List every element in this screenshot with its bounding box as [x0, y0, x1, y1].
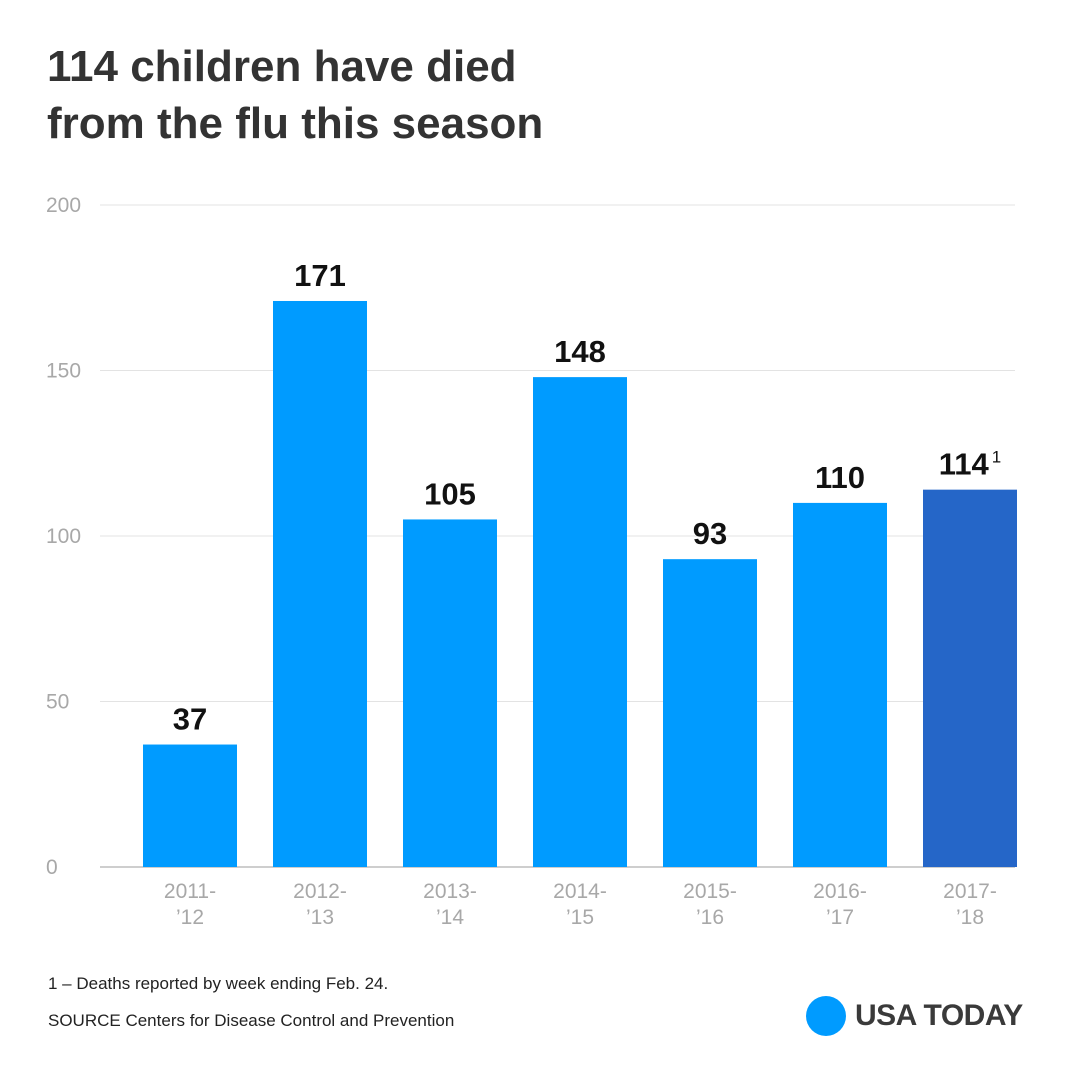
usa-today-logo: USA TODAY — [806, 996, 1023, 1036]
value-label: 110 — [815, 460, 865, 495]
bar — [403, 519, 497, 867]
x-tick-label: 2013- — [423, 880, 477, 903]
y-tick-label: 150 — [46, 360, 81, 383]
y-tick-label: 100 — [46, 525, 81, 548]
bar — [793, 502, 887, 867]
y-tick-label: 0 — [46, 856, 58, 879]
bar — [273, 300, 367, 867]
bar — [143, 744, 237, 867]
x-tick-label: 2011- — [164, 880, 216, 903]
x-tick-label: ’17 — [826, 906, 854, 929]
chart-title-line-1: 114 children have died — [47, 42, 517, 91]
x-tick-label: ’13 — [306, 906, 334, 929]
chart-title-line-2: from the flu this season — [47, 99, 544, 148]
x-tick-label: 2017- — [943, 880, 997, 903]
x-tick-label: ’16 — [696, 906, 724, 929]
y-tick-label: 200 — [46, 194, 81, 217]
y-tick-label: 50 — [46, 691, 69, 714]
value-label: 37 — [173, 702, 207, 737]
value-label-superscript: 1 — [992, 448, 1001, 467]
x-tick-label: 2016- — [813, 880, 867, 903]
value-label: 114 1 — [939, 447, 1001, 482]
logo-circle-icon — [806, 996, 846, 1036]
value-label: 171 — [294, 258, 346, 293]
footnote: 1 – Deaths reported by week ending Feb. … — [48, 974, 389, 993]
value-label: 93 — [693, 516, 727, 551]
bar — [663, 559, 757, 867]
bar — [533, 377, 627, 867]
x-tick-label: ’12 — [176, 906, 204, 929]
value-label: 105 — [424, 476, 476, 511]
source-note: SOURCE Centers for Disease Control and P… — [48, 1011, 455, 1030]
logo-text: USA TODAY — [855, 999, 1023, 1032]
bar — [923, 489, 1017, 867]
x-tick-label: 2015- — [683, 880, 737, 903]
x-tick-label: ’18 — [956, 906, 984, 929]
x-tick-label: ’15 — [566, 906, 594, 929]
x-tick-label: 2012- — [293, 880, 347, 903]
x-tick-label: 2014- — [553, 880, 607, 903]
x-tick-label: ’14 — [436, 906, 464, 929]
chart-title: 114 children have died from the flu this… — [47, 38, 543, 152]
value-label: 148 — [554, 334, 606, 369]
